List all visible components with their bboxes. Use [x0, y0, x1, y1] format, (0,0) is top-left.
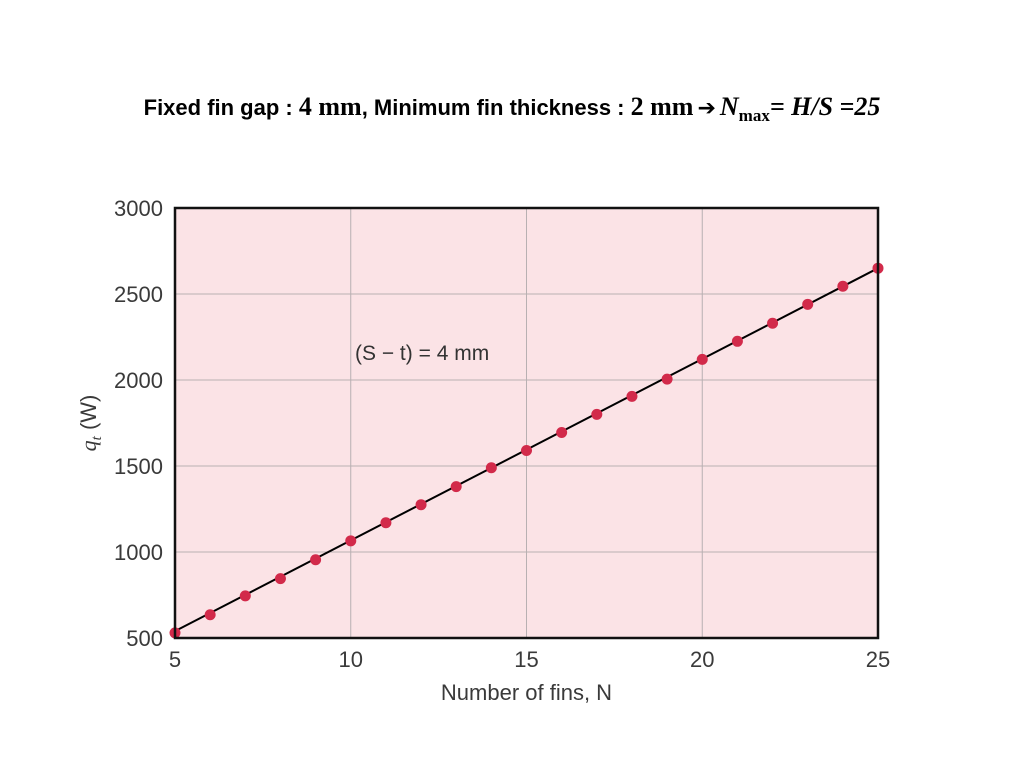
data-point	[767, 317, 779, 329]
data-point	[415, 499, 427, 511]
tick-labels: 5 10 15 20 25 500 1000 1500 2000 2500 3000	[114, 196, 890, 672]
equation: = H/S =25	[769, 92, 881, 121]
plot-frame	[173, 206, 880, 640]
data-point	[485, 462, 497, 474]
data-point	[521, 445, 532, 457]
title-text-1: Fixed fin gap :	[143, 95, 299, 120]
slide-title: Fixed fin gap : 4 mm, Minimum fin thickn…	[0, 92, 1024, 126]
n-symbol: N	[719, 92, 739, 121]
x-tick-label: 5	[169, 647, 181, 672]
title-text-2: , Minimum fin thickness :	[361, 95, 631, 120]
data-point	[556, 426, 568, 438]
annotation: (S − t) = 4 mm	[355, 342, 489, 365]
x-axis-label: Number of fins, N	[441, 680, 612, 705]
data-point	[661, 373, 673, 385]
y-tick-label: 2500	[114, 282, 163, 307]
data-point	[274, 573, 286, 585]
data-point	[591, 408, 603, 420]
x-tick-label: 25	[866, 647, 890, 672]
data-point	[239, 590, 251, 602]
data-point	[696, 353, 708, 365]
data-point	[837, 280, 849, 292]
y-axis-label: qt (W)	[76, 395, 105, 452]
gap-value: 4 mm	[298, 92, 362, 121]
data-points	[169, 262, 884, 639]
y-tick-label: 500	[126, 626, 163, 651]
arrow-right-icon: ➔	[697, 96, 716, 121]
y-tick-label: 1000	[114, 540, 163, 565]
data-point	[204, 609, 216, 621]
data-point	[380, 517, 392, 529]
data-point	[310, 554, 322, 566]
data-point	[450, 481, 462, 493]
y-tick-label: 1500	[114, 454, 163, 479]
data-point	[345, 535, 357, 547]
data-point	[626, 390, 638, 402]
data-point	[731, 335, 743, 347]
x-tick-label: 10	[339, 647, 363, 672]
data-point	[802, 298, 814, 310]
n-subscript: max	[738, 106, 770, 125]
x-tick-label: 15	[514, 647, 538, 672]
x-tick-label: 20	[690, 647, 714, 672]
thickness-value: 2 mm	[630, 92, 694, 121]
y-tick-label: 2000	[114, 368, 163, 393]
y-tick-label: 3000	[114, 196, 163, 221]
